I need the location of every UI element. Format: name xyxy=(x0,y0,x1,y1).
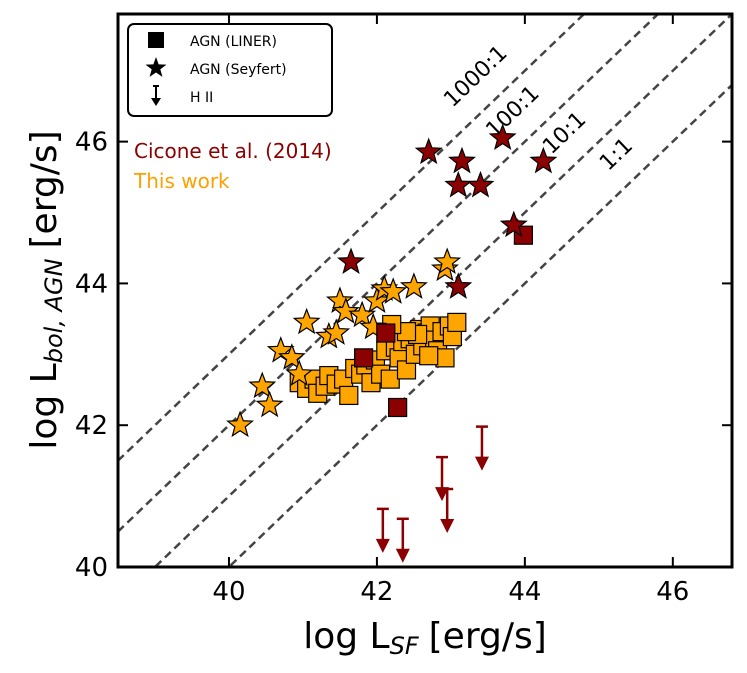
point-cicone-et-al-2014-seyfert xyxy=(488,123,517,150)
y-axis-title: log Lbol, AGN[erg/s] xyxy=(24,130,68,449)
point-cicone-et-al-2014-liner xyxy=(376,323,396,343)
point-this-work-seyfert xyxy=(277,343,306,370)
axis-ticks xyxy=(118,14,732,568)
point-this-work-seyfert xyxy=(285,359,314,387)
annotation-cicone: Cicone et al. (2014) xyxy=(134,139,332,163)
point-this-work-liner xyxy=(380,369,400,389)
y-tick-label: 46 xyxy=(75,128,108,158)
y-tick-label: 42 xyxy=(75,411,108,441)
point-this-work-seyfert xyxy=(248,371,277,399)
point-cicone-et-al-2014-seyfert xyxy=(337,247,366,275)
data-points xyxy=(226,123,558,563)
point-cicone-et-al-2014-seyfert xyxy=(466,170,495,198)
point-cicone-et-al-2014-h-ii xyxy=(474,425,489,471)
x-tick-label: 42 xyxy=(360,577,393,607)
point-this-work-seyfert xyxy=(322,318,351,345)
point-cicone-et-al-2014-seyfert xyxy=(448,146,476,174)
point-cicone-et-al-2014-seyfert xyxy=(444,170,473,198)
x-tick-label: 46 xyxy=(656,577,689,607)
legend-liner-marker xyxy=(148,32,164,48)
point-this-work-seyfert xyxy=(348,300,377,328)
point-cicone-et-al-2014-h-ii xyxy=(375,507,390,553)
point-cicone-et-al-2014-seyfert xyxy=(499,210,528,238)
point-this-work-seyfert xyxy=(359,312,388,340)
point-cicone-et-al-2014-h-ii xyxy=(435,455,450,502)
annotation-this-work: This work xyxy=(133,169,230,193)
point-cicone-et-al-2014-seyfert xyxy=(529,146,558,174)
x-tick-label: 44 xyxy=(508,577,541,607)
point-this-work-liner xyxy=(447,312,467,333)
point-this-work-seyfert xyxy=(266,336,295,363)
point-this-work-liner xyxy=(435,348,455,368)
legend-hii-label: H II xyxy=(190,90,213,106)
point-cicone-et-al-2014-h-ii xyxy=(395,517,410,563)
plot-frame xyxy=(116,12,734,569)
point-cicone-et-al-2014-h-ii xyxy=(440,487,455,534)
point-this-work-liner xyxy=(339,385,359,406)
point-this-work-seyfert xyxy=(331,297,360,324)
point-this-work-seyfert xyxy=(292,307,321,335)
ratio-label-2: 10:1 xyxy=(538,107,591,159)
legend-seyfert-marker xyxy=(145,57,167,77)
point-cicone-et-al-2014-liner xyxy=(388,397,408,418)
point-this-work-seyfert xyxy=(255,390,284,418)
legend: AGN (LINER) AGN (Seyfert) H II xyxy=(127,23,333,117)
ratio-lines xyxy=(118,14,732,567)
point-cicone-et-al-2014-seyfert xyxy=(444,272,473,299)
legend-liner-label: AGN (LINER) xyxy=(190,34,277,50)
ratio-line-1 xyxy=(118,14,660,533)
legend-hii-marker xyxy=(151,85,161,106)
x-axis-title: log LSF [erg/s] xyxy=(303,616,547,660)
point-this-work-liner xyxy=(419,346,439,366)
ratio-line-3 xyxy=(227,83,732,567)
point-cicone-et-al-2014-seyfert xyxy=(414,137,443,165)
point-this-work-seyfert xyxy=(433,247,462,275)
ratio-label-0: 1000:1 xyxy=(439,41,512,113)
point-this-work-seyfert xyxy=(379,277,408,304)
axis-tick-labels: 40 42 44 46 40 42 44 46 xyxy=(75,128,689,607)
point-this-work-seyfert xyxy=(325,286,354,314)
point-this-work-seyfert xyxy=(226,410,255,438)
y-tick-label: 44 xyxy=(75,269,108,299)
point-cicone-et-al-2014-liner xyxy=(354,348,374,368)
ratio-line-2 xyxy=(153,14,732,567)
y-tick-label: 40 xyxy=(75,553,108,583)
x-tick-label: 40 xyxy=(212,577,245,607)
legend-box xyxy=(127,23,333,117)
legend-seyfert-label: AGN (Seyfert) xyxy=(190,62,287,78)
point-this-work-seyfert xyxy=(399,272,428,299)
